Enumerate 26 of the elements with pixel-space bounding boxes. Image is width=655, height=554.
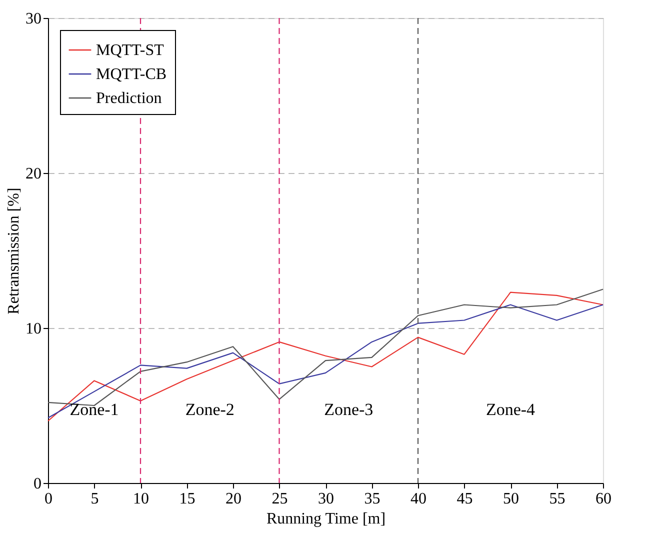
annotation: Zone-4 — [486, 400, 536, 419]
legend-label: MQTT-ST — [96, 42, 164, 59]
x-tick-label: 5 — [90, 490, 99, 508]
x-tick-label: 45 — [456, 490, 473, 508]
x-tick-label: 25 — [272, 490, 288, 508]
y-tick-label: 10 — [26, 320, 42, 338]
x-tick-label: 30 — [318, 490, 334, 508]
x-tick-label: 20 — [226, 490, 242, 508]
x-tick-label: 50 — [503, 490, 519, 508]
x-tick-label: 60 — [596, 490, 612, 508]
annotation: Zone-3 — [324, 400, 374, 419]
x-tick-label: 40 — [410, 490, 426, 508]
annotation: Zone-2 — [185, 400, 234, 419]
x-tick-label: 10 — [133, 490, 149, 508]
x-tick-label: 0 — [44, 490, 52, 508]
y-tick-label: 20 — [26, 166, 42, 182]
y-axis-title: Retransmission [%] — [6, 188, 22, 314]
y-tick-label: 30 — [26, 10, 42, 28]
annotation: Zone-1 — [70, 400, 119, 419]
x-tick-label: 35 — [364, 490, 380, 508]
x-tick-label: 55 — [549, 490, 566, 508]
legend-label: MQTT-CB — [96, 66, 167, 83]
x-tick-label: 15 — [179, 490, 196, 508]
y-tick-label: 0 — [34, 476, 42, 492]
legend-label: Prediction — [96, 90, 162, 107]
x-axis-title: Running Time [m] — [266, 510, 386, 528]
